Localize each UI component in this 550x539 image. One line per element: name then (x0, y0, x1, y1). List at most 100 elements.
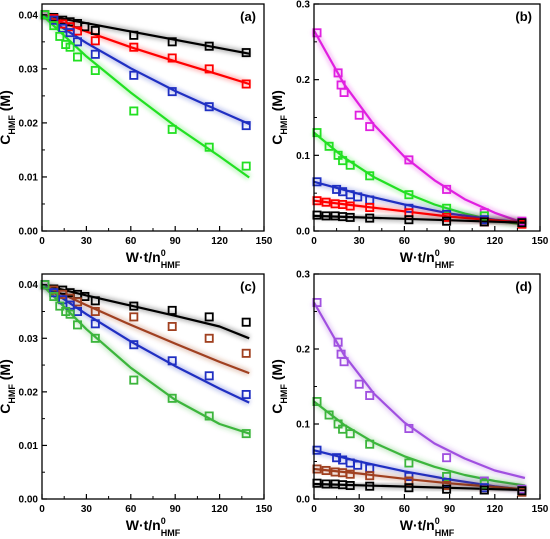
data-point-s1-8 (442, 184, 452, 194)
data-point-s4-8 (129, 375, 139, 385)
data-point-s4-5 (65, 42, 75, 52)
data-point-s1-6 (80, 291, 90, 301)
data-point-s2-8 (167, 321, 177, 331)
y-tick-label: 0.03 (19, 64, 39, 75)
data-point-s4-6 (73, 52, 83, 62)
y-axis-title-unit: (M) (269, 90, 285, 115)
y-tick-label: 0.2 (296, 345, 310, 356)
y-axis-title-sub: HMF (7, 384, 17, 404)
data-point-s2-5 (345, 160, 355, 170)
data-point-s5-8 (442, 216, 452, 226)
x-axis-title: W·t/n0 HMF (126, 516, 181, 538)
data-point-s3-4 (65, 28, 75, 38)
data-point-s1-8 (442, 453, 452, 463)
x-tick-label: 150 (256, 236, 273, 247)
data-point-s3-9 (204, 371, 214, 381)
data-point-s1-10 (204, 41, 214, 51)
data-point-s2-6 (90, 36, 100, 46)
y-axis-title-main: C (0, 135, 13, 145)
y-tick-label: 0.00 (19, 227, 39, 238)
data-point-s2-4 (338, 156, 348, 166)
x-axis-title-main: W·t/n (400, 517, 435, 533)
x-tick-label: 60 (125, 236, 137, 247)
fit-curve-1 (313, 301, 526, 480)
x-tick-label: 90 (170, 236, 182, 247)
data-point-s4-2 (49, 291, 59, 301)
data-point-s1-7 (404, 423, 414, 433)
x-tick-label: 120 (486, 504, 503, 515)
data-point-s3-2 (332, 453, 342, 463)
data-point-s2-9 (204, 333, 214, 343)
data-point-s2-10 (241, 79, 251, 89)
x-tick-label: 90 (444, 236, 456, 247)
data-point-s3-5 (73, 37, 83, 47)
y-axis-title-sub: HMF (279, 115, 289, 135)
data-point-s1-9 (167, 37, 177, 47)
x-axis-title-main: W·t/n (126, 249, 161, 265)
data-point-s2-2 (324, 141, 334, 151)
x-tick-label: 120 (211, 504, 228, 515)
data-point-s3-10 (241, 121, 251, 131)
x-tick-label: 120 (486, 236, 503, 247)
y-tick-label: 0.01 (19, 441, 39, 452)
data-point-s2-10 (241, 348, 251, 358)
fit-curve-2 (41, 283, 250, 375)
data-point-s1-8 (129, 301, 139, 311)
data-point-s3-7 (129, 340, 139, 350)
data-point-s4-9 (167, 124, 177, 134)
panel-label: (c) (240, 279, 256, 294)
x-tick-label: 30 (354, 504, 366, 515)
data-point-s4-2 (49, 21, 59, 31)
data-point-s2-6 (365, 171, 375, 181)
data-point-s1-10 (204, 312, 214, 322)
data-point-s2-6 (90, 306, 100, 316)
data-point-s1-2 (333, 337, 343, 347)
data-point-s3-10 (241, 389, 251, 399)
fit-curve-glow-1 (311, 301, 526, 481)
fit-curve-3 (41, 283, 250, 404)
x-tick-label: 150 (532, 236, 549, 247)
x-tick-label: 60 (399, 504, 411, 515)
y-tick-label: 0.01 (19, 172, 39, 183)
panel-a: 0 30 60 90 120 150 0.00 0.01 0.02 0.03 0.04 (a) W·t/… (0, 3, 273, 270)
fit-curve-5 (313, 482, 525, 492)
data-point-s4-6 (73, 320, 83, 330)
data-point-s2-8 (442, 471, 452, 481)
y-axis-title: CHMF (M) (269, 359, 289, 414)
x-tick-label: 0 (311, 236, 317, 247)
x-tick-label: 120 (211, 236, 228, 247)
y-tick-label: 0.03 (19, 334, 39, 345)
y-axis-title-sub: HMF (279, 384, 289, 404)
x-axis-title-sup: 0 (161, 516, 166, 526)
x-axis-title-sup: 0 (435, 516, 440, 526)
data-points (312, 28, 527, 229)
data-point-s2-7 (129, 312, 139, 322)
data-point-s5-7 (404, 483, 414, 493)
y-axis-title-unit: (M) (0, 90, 13, 115)
y-axis-title-main: C (0, 404, 13, 414)
data-point-s4-3 (55, 301, 65, 311)
y-tick-label: 0.3 (296, 270, 310, 281)
x-tick-label: 0 (39, 236, 45, 247)
x-tick-label: 90 (170, 504, 182, 515)
data-point-s5-8 (442, 484, 452, 494)
panel-label: (b) (515, 9, 532, 24)
x-axis-title-sub: HMF (435, 528, 455, 538)
x-tick-label: 30 (81, 236, 93, 247)
y-tick-label: 0.0 (296, 495, 310, 506)
data-point-s5-7 (404, 215, 414, 225)
x-axis-title: W·t/n0 HMF (400, 248, 455, 270)
data-point-s4-6 (365, 202, 375, 212)
data-point-s4-8 (129, 106, 139, 116)
data-point-s4-5 (345, 201, 355, 211)
y-tick-label: 0.1 (296, 420, 310, 431)
data-point-s1-2 (333, 68, 343, 78)
fit-curve-1 (41, 13, 250, 55)
data-point-s5-9 (479, 217, 489, 227)
fit-curve-5 (313, 214, 525, 224)
data-point-s4-5 (345, 469, 355, 479)
x-axis-title-sup: 0 (435, 248, 440, 258)
data-point-s4-7 (90, 333, 100, 343)
